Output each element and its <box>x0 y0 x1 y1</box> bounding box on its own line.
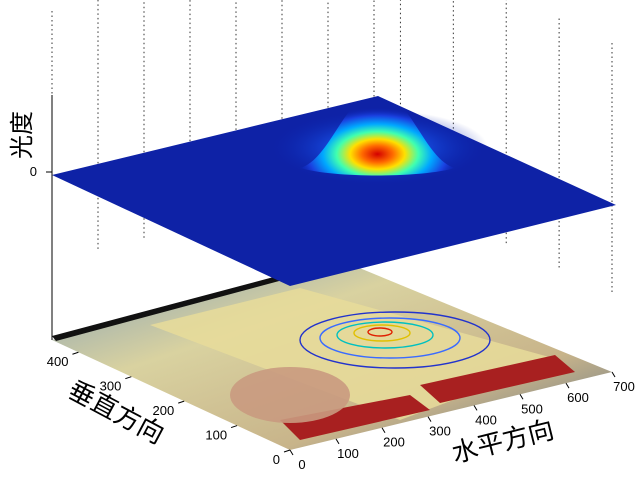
y-tick-mark-0 <box>283 449 291 453</box>
y-axis-ticks: 0 100 200 300 400 <box>47 351 291 467</box>
y-tick-label-3: 300 <box>100 379 122 394</box>
x-tick-label-4: 400 <box>475 412 497 427</box>
contour-overlay <box>299 311 491 369</box>
y-tick-label-0: 0 <box>273 452 280 467</box>
y-tick-label-2: 200 <box>153 403 175 418</box>
x-axis-label: 水平方向 <box>449 415 557 469</box>
x-tick-mark-1 <box>335 438 340 445</box>
x-tick-mark-3 <box>427 416 432 422</box>
y-tick-mark-1 <box>230 425 238 429</box>
y-tick-mark-2 <box>178 400 185 404</box>
x-axis-ticks: 0 100 200 300 400 500 600 700 <box>289 371 635 472</box>
x-tick-mark-6 <box>565 382 570 389</box>
z-axis-label: 光度 <box>8 111 36 159</box>
x-tick-mark-2 <box>381 427 386 433</box>
x-tick-mark-0 <box>289 449 294 456</box>
y-tick-mark-3 <box>125 376 132 380</box>
x-tick-label-0: 0 <box>298 457 305 472</box>
x-tick-label-1: 100 <box>337 446 359 461</box>
x-tick-mark-5 <box>519 394 524 400</box>
y-tick-label-4: 400 <box>47 354 69 369</box>
y-tick-label-1: 100 <box>205 428 227 443</box>
z-tick-label-0: 0 <box>30 164 37 179</box>
x-tick-label-2: 200 <box>383 435 405 450</box>
x-tick-mark-4 <box>473 405 478 411</box>
x-tick-label-5: 500 <box>521 401 543 416</box>
x-tick-label-7: 700 <box>613 379 635 394</box>
poster-red-block <box>420 355 575 403</box>
poster-red-band <box>280 395 430 440</box>
x-tick-mark-7 <box>611 371 616 378</box>
y-tick-mark-4 <box>72 351 79 355</box>
hand-region <box>230 367 350 423</box>
surface-peak <box>300 90 455 176</box>
x-tick-label-6: 600 <box>567 390 589 405</box>
x-tick-label-3: 300 <box>429 424 451 439</box>
